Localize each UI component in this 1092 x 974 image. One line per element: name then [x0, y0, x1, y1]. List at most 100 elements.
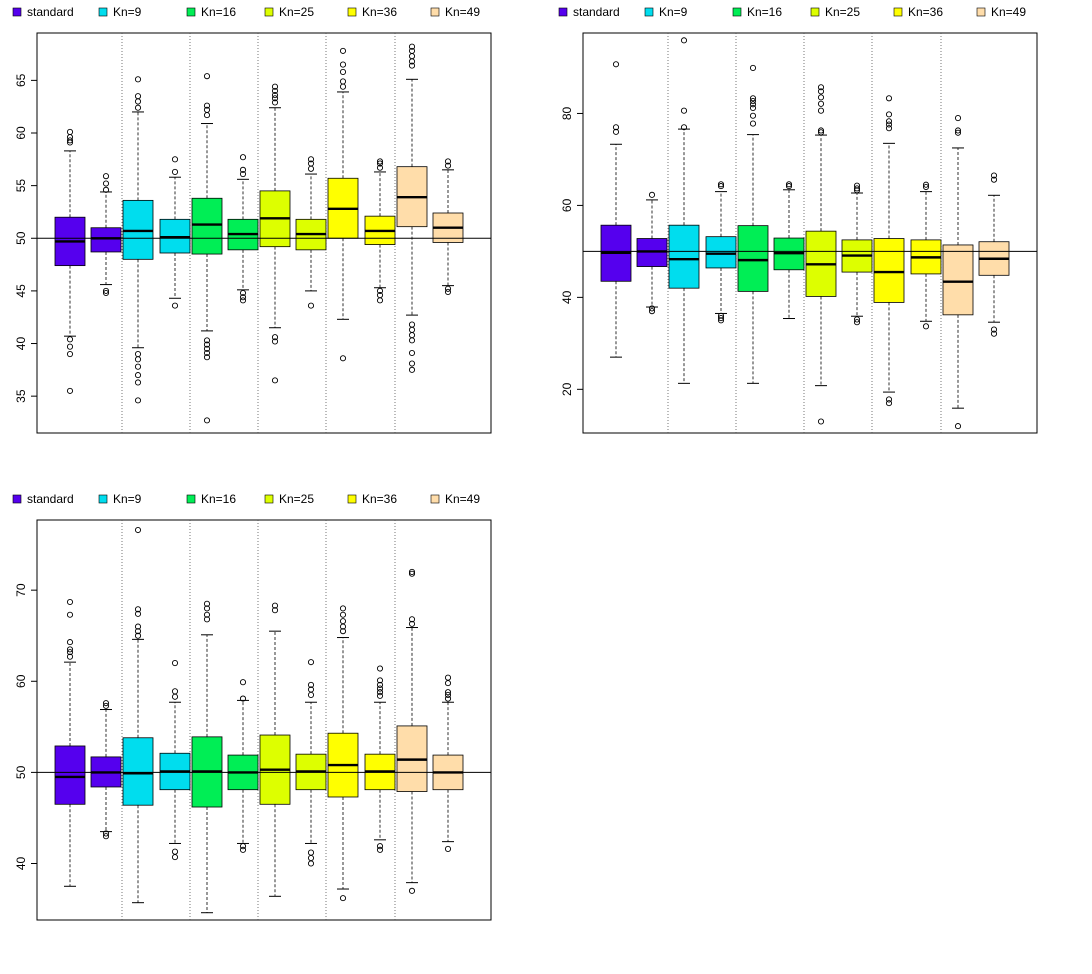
legend-swatch	[893, 7, 903, 17]
outlier-point	[817, 100, 825, 107]
outlier-point	[203, 102, 211, 109]
box	[705, 181, 737, 324]
plot-area: 40 50 60 70	[14, 519, 492, 921]
outlier-point	[408, 53, 416, 60]
outlier-point	[271, 602, 279, 609]
y-tick-label: 60	[14, 126, 28, 140]
box	[636, 191, 668, 315]
outlier-point	[66, 128, 74, 135]
legend-label: Kn=9	[113, 492, 142, 506]
outlier-point	[817, 88, 825, 95]
outlier-point	[717, 315, 725, 322]
outlier-point	[66, 653, 74, 660]
outlier-point	[271, 377, 279, 384]
outlier-point	[612, 61, 620, 68]
outlier-point	[376, 846, 384, 853]
outlier-point	[376, 292, 384, 299]
outlier-point	[134, 356, 142, 363]
box	[191, 600, 223, 914]
outlier-point	[444, 680, 452, 687]
legend-swatch	[12, 7, 22, 17]
outlier-point	[648, 308, 656, 315]
outlier-point	[817, 84, 825, 91]
outlier-point	[922, 323, 930, 330]
outlier-point	[339, 611, 347, 618]
outlier-point	[171, 302, 179, 309]
outlier-point	[307, 302, 315, 309]
outlier-point	[203, 341, 211, 348]
outlier-point	[612, 124, 620, 131]
box	[668, 37, 700, 384]
outlier-point	[102, 173, 110, 180]
plot-frame	[36, 519, 492, 921]
outlier-point	[408, 349, 416, 357]
boxplot-panel-bottom-left: standard Kn=9 Kn=16 Kn=25 Kn=36 Kn=49 40 50 60 7…	[12, 492, 492, 921]
outlier-point	[376, 297, 384, 304]
legend: standard Kn=9 Kn=16 Kn=25 Kn=36 Kn=49	[12, 5, 480, 19]
outlier-point	[444, 689, 452, 696]
y-tick-label: 60	[14, 674, 28, 688]
outlier-point	[203, 605, 211, 612]
box	[805, 84, 837, 425]
outlier-point	[612, 128, 620, 135]
box	[364, 158, 396, 304]
outlier-point	[307, 686, 315, 693]
outlier-point	[339, 605, 347, 612]
outlier-point	[376, 160, 384, 167]
outlier-point	[171, 168, 179, 175]
legend-label: Kn=16	[201, 5, 236, 19]
box	[910, 181, 942, 330]
outlier-point	[203, 337, 211, 344]
outlier-point	[203, 417, 211, 424]
outlier-point	[271, 87, 279, 94]
outlier-point	[134, 363, 142, 370]
outlier-point	[990, 176, 998, 183]
box	[227, 679, 259, 853]
box	[327, 605, 359, 902]
outlier-point	[853, 182, 861, 189]
legend-swatch	[264, 7, 274, 17]
outlier-point	[239, 679, 247, 686]
box	[327, 47, 359, 362]
y-tick-label: 50	[14, 765, 28, 779]
outlier-point	[408, 47, 416, 54]
legend: standard Kn=9 Kn=16 Kn=25 Kn=36 Kn=49	[12, 492, 480, 506]
outlier-point	[134, 98, 142, 105]
legend-swatch	[98, 7, 108, 17]
outlier-point	[271, 99, 279, 106]
outlier-point	[817, 94, 825, 101]
outlier-point	[239, 846, 247, 853]
legend-label: Kn=25	[825, 5, 860, 19]
outlier-point	[134, 623, 142, 630]
outlier-point	[408, 326, 416, 333]
legend-label: Kn=25	[279, 492, 314, 506]
box	[737, 64, 769, 384]
outlier-point	[66, 137, 74, 144]
outlier-point	[885, 400, 893, 407]
outlier-point	[680, 37, 688, 44]
outlier-point	[66, 351, 74, 358]
outlier-point	[376, 681, 384, 688]
outlier-point	[203, 112, 211, 119]
outlier-point	[954, 129, 962, 136]
outlier-point	[885, 111, 893, 118]
legend-label: standard	[27, 492, 74, 506]
y-tick-label: 60	[560, 198, 574, 212]
box	[122, 76, 154, 404]
outlier-point	[66, 387, 74, 394]
outlier-point	[817, 418, 825, 425]
outlier-point	[339, 47, 347, 54]
outlier-point	[444, 845, 452, 852]
outlier-point	[408, 366, 416, 373]
outlier-point	[203, 106, 211, 113]
outlier-point	[171, 693, 179, 700]
outlier-point	[853, 185, 861, 192]
outlier-point	[203, 349, 211, 357]
outlier-point	[239, 154, 247, 161]
legend-label: standard	[27, 5, 74, 19]
outlier-point	[922, 181, 930, 188]
iqr-box	[873, 238, 905, 303]
outlier-point	[717, 312, 725, 319]
outlier-point	[203, 600, 211, 607]
outlier-point	[66, 611, 74, 618]
